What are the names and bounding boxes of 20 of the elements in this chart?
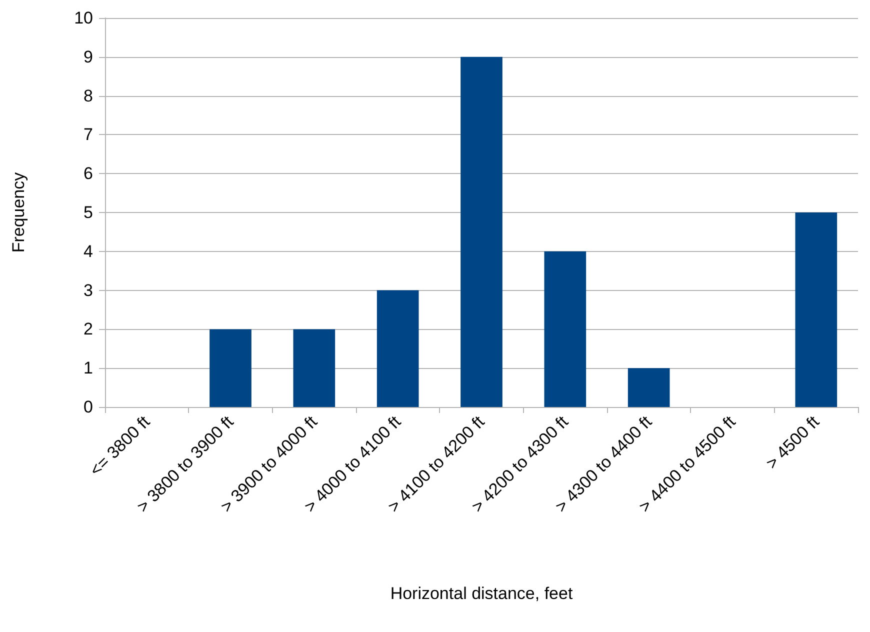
y-tick-label: 1	[84, 358, 93, 378]
y-tick-label: 5	[84, 203, 93, 222]
bar	[628, 368, 670, 407]
bar	[376, 290, 419, 407]
bar	[544, 251, 586, 407]
x-axis-title: Horizontal distance, feet	[390, 584, 573, 603]
bar	[460, 56, 502, 407]
bar	[795, 212, 838, 407]
y-tick-label: 4	[84, 242, 93, 261]
y-tick-label: 8	[84, 86, 93, 106]
y-tick-label: 0	[84, 398, 93, 416]
y-tick-label: 10	[74, 8, 93, 28]
y-tick-label: 7	[84, 125, 93, 144]
y-tick-label: 6	[84, 164, 93, 184]
y-tick-label: 9	[84, 47, 93, 66]
y-tick-label: 2	[84, 320, 93, 339]
bar	[293, 329, 336, 407]
y-tick-label: 3	[84, 280, 93, 300]
bar	[210, 329, 252, 407]
y-axis-title: Frequency	[9, 172, 28, 253]
